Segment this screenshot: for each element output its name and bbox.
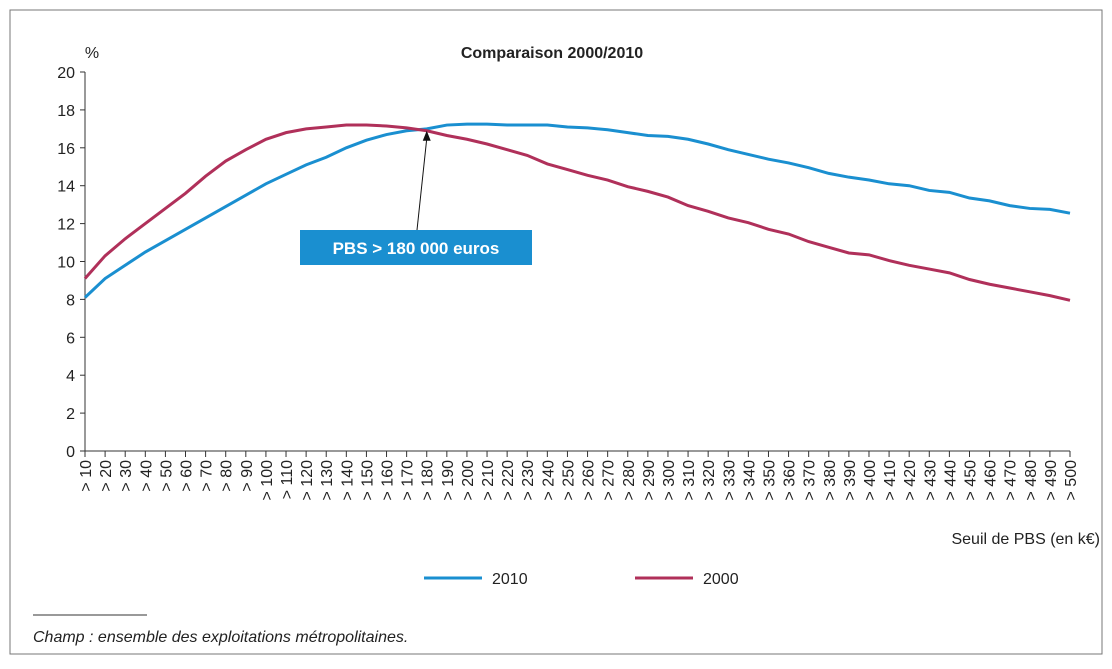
x-tick-label: > 20 [98, 460, 115, 492]
x-tick-label: > 100 [259, 460, 276, 501]
y-tick-label: 4 [66, 368, 75, 385]
legend-label: 2010 [492, 571, 528, 588]
x-tick-label: > 170 [400, 460, 417, 501]
x-tick-label: > 160 [380, 460, 397, 501]
y-tick-label: 8 [66, 292, 75, 309]
x-tick-label: > 390 [842, 460, 859, 501]
x-tick-label: > 320 [701, 460, 718, 501]
x-tick-label: > 430 [922, 460, 939, 501]
series-line [83, 122, 1071, 299]
x-tick-label: > 190 [440, 460, 457, 501]
x-tick-label: > 110 [279, 460, 296, 499]
legend-label: 2000 [703, 571, 739, 588]
x-tick-label: > 460 [983, 460, 1000, 501]
x-tick-label: > 40 [138, 460, 155, 492]
y-axis-label: % [85, 45, 99, 62]
y-tick-label: 20 [57, 65, 75, 82]
x-axis-label: Seuil de PBS (en k€) [951, 531, 1100, 548]
x-tick-label: > 360 [782, 460, 799, 501]
annotation-arrow [416, 138, 428, 231]
y-tick-label: 2 [66, 406, 75, 423]
x-tick-label: > 80 [219, 460, 236, 492]
x-tick-label: > 340 [741, 460, 758, 501]
x-tick-label: > 220 [500, 460, 517, 501]
footnote: Champ : ensemble des exploitations métro… [33, 629, 408, 646]
x-tick-label: > 330 [721, 460, 738, 501]
x-tick-label: > 210 [480, 460, 497, 501]
x-tick-label: > 410 [882, 460, 899, 501]
x-tick-label: > 180 [420, 460, 437, 501]
x-tick-label: > 260 [581, 460, 598, 501]
x-tick-label: > 300 [661, 460, 678, 501]
x-tick-label: > 500 [1063, 460, 1080, 501]
x-tick-label: > 120 [299, 460, 316, 501]
x-tick-label: > 310 [681, 460, 698, 501]
x-tick-label: > 290 [641, 460, 658, 501]
x-tick-label: > 400 [862, 460, 879, 501]
annotation-text: PBS > 180 000 euros [333, 239, 500, 258]
chart-title: Comparaison 2000/2010 [461, 45, 643, 62]
x-tick-label: > 200 [460, 460, 477, 501]
x-tick-label: > 370 [802, 460, 819, 501]
y-tick-label: 6 [66, 330, 75, 347]
x-tick-label: > 240 [540, 460, 557, 501]
x-tick-label: > 150 [359, 460, 376, 501]
x-tick-label: > 50 [158, 460, 175, 492]
y-tick-label: 12 [57, 217, 75, 234]
x-tick-label: > 480 [1023, 460, 1040, 501]
x-tick-label: > 140 [339, 460, 356, 501]
x-tick-label: > 60 [179, 460, 196, 492]
series-line [83, 123, 1071, 302]
x-tick-label: > 90 [239, 460, 256, 492]
x-tick-label: > 30 [118, 460, 135, 492]
x-tick-label: > 70 [199, 460, 216, 492]
y-tick-label: 10 [57, 255, 75, 272]
y-tick-label: 14 [57, 179, 75, 196]
x-tick-label: > 350 [761, 460, 778, 501]
y-tick-label: 0 [66, 444, 75, 461]
y-tick-label: 18 [57, 103, 75, 120]
x-tick-label: > 250 [560, 460, 577, 501]
x-tick-label: > 280 [621, 460, 638, 501]
x-tick-label: > 230 [520, 460, 537, 501]
y-tick-label: 16 [57, 141, 75, 158]
frame [9, 9, 1103, 655]
x-tick-label: > 490 [1043, 460, 1060, 501]
x-tick-label: > 380 [822, 460, 839, 501]
x-tick-label: > 130 [319, 460, 336, 501]
x-tick-label: > 470 [1003, 460, 1020, 501]
x-tick-label: > 420 [902, 460, 919, 501]
arrow-head [422, 130, 431, 141]
x-tick-label: > 270 [601, 460, 618, 501]
x-tick-label: > 450 [962, 460, 979, 501]
annotation-box [300, 230, 532, 265]
x-tick-label: > 10 [78, 460, 95, 492]
x-tick-label: > 440 [942, 460, 959, 501]
